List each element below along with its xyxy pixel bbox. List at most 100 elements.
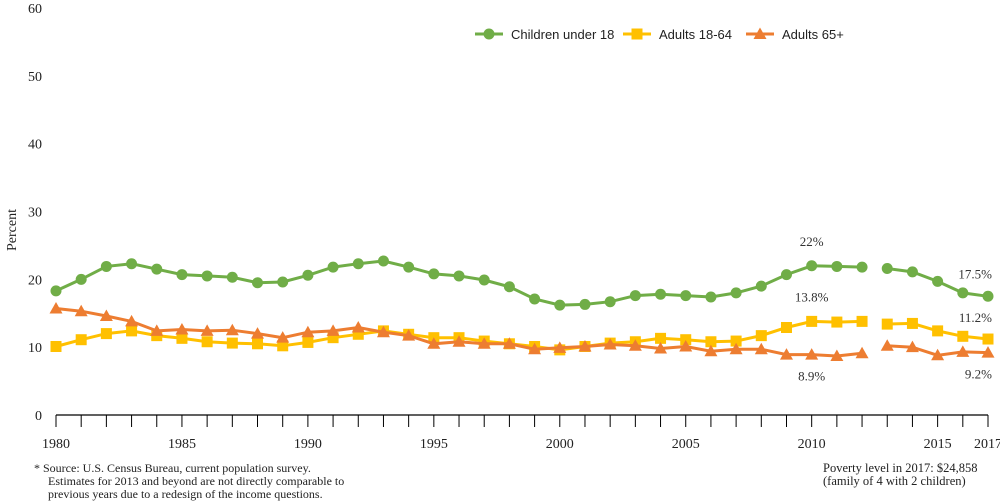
series-line	[55, 259, 863, 307]
data-point	[252, 277, 264, 289]
y-tick-label: 30	[28, 206, 42, 221]
data-point	[806, 315, 818, 327]
data-point	[201, 270, 213, 282]
data-point	[351, 320, 365, 333]
y-tick-label: 10	[28, 341, 42, 356]
data-point	[225, 323, 239, 336]
y-axis-title: Percent	[5, 209, 20, 251]
data-point	[125, 314, 139, 327]
x-tick-label: 2000	[546, 437, 574, 452]
data-point	[352, 328, 364, 340]
data-point	[277, 340, 289, 352]
poverty-level-note: Poverty level in 2017: $24,858 (family o…	[823, 462, 998, 488]
data-label: 13.8%	[795, 289, 829, 304]
data-point	[705, 291, 717, 303]
data-point	[855, 346, 869, 359]
data-point	[483, 28, 495, 40]
x-tick-label: 1980	[42, 437, 70, 452]
poverty-line: (family of 4 with 2 children)	[823, 474, 966, 488]
data-point	[932, 275, 944, 287]
data-point	[753, 27, 767, 39]
data-point	[856, 261, 868, 273]
data-point	[806, 260, 818, 272]
data-point	[301, 325, 315, 338]
x-tick-label: 1995	[420, 437, 448, 452]
legend-label: Children under 18	[511, 27, 614, 42]
data-point	[75, 273, 87, 285]
data-point	[754, 342, 768, 355]
source-line: Estimates for 2013 and beyond are not di…	[48, 474, 345, 488]
data-point	[654, 342, 668, 354]
data-point	[276, 331, 290, 343]
data-point	[680, 290, 692, 302]
data-point	[906, 266, 918, 278]
data-point	[201, 336, 213, 348]
data-point	[779, 348, 793, 360]
data-point	[629, 290, 641, 302]
data-point	[982, 290, 994, 302]
source-footnote: * Source: U.S. Census Bureau, current po…	[34, 462, 434, 501]
data-point	[554, 299, 566, 311]
series-adults-65-	[49, 302, 995, 361]
legend-item: Children under 18	[475, 27, 614, 42]
data-point	[679, 339, 693, 352]
data-point	[705, 336, 717, 348]
data-point	[881, 318, 893, 330]
data-point	[628, 339, 642, 351]
data-point	[631, 28, 643, 40]
y-tick-label: 40	[28, 138, 42, 153]
data-point	[831, 316, 843, 328]
poverty-line: Poverty level in 2017: $24,858	[823, 461, 978, 475]
legend-label: Adults 18-64	[659, 27, 732, 42]
data-point	[856, 315, 868, 327]
data-point	[377, 255, 389, 267]
legend-label: Adults 65+	[782, 27, 844, 42]
data-point	[100, 260, 112, 272]
x-axis: 1980 1985 1990 1995 2000 2005 2010 2015 2017	[42, 414, 1000, 452]
source-line: previous years due to a redesign of the …	[48, 487, 323, 501]
data-point	[655, 332, 667, 344]
data-point	[327, 332, 339, 344]
data-point	[403, 261, 415, 273]
legend-item: Adults 18-64	[623, 27, 732, 42]
data-point	[730, 335, 742, 347]
data-label: 17.5%	[958, 266, 992, 281]
data-point	[755, 280, 767, 292]
data-point	[957, 287, 969, 299]
data-point	[957, 330, 969, 342]
data-point	[302, 336, 314, 348]
data-point	[932, 325, 944, 337]
data-point	[805, 348, 819, 360]
y-tick-label: 20	[28, 273, 42, 288]
data-point	[452, 335, 466, 347]
data-point	[730, 287, 742, 299]
data-point	[226, 337, 238, 349]
data-point	[428, 268, 440, 280]
data-point	[176, 332, 188, 344]
data-label: 22%	[800, 234, 824, 249]
data-point	[75, 334, 87, 346]
data-point	[175, 323, 189, 335]
data-point	[50, 285, 62, 297]
data-point	[302, 269, 314, 281]
data-point	[931, 348, 945, 361]
data-point	[252, 338, 264, 350]
series-adults-18-64	[50, 315, 994, 356]
data-point	[553, 341, 567, 353]
data-point	[906, 317, 918, 329]
data-point	[680, 334, 692, 346]
data-point	[251, 327, 265, 339]
x-tick-label: 1990	[294, 437, 322, 452]
data-point	[176, 269, 188, 281]
data-point	[477, 337, 491, 349]
data-point	[830, 349, 844, 361]
data-point	[402, 329, 416, 341]
data-point	[327, 261, 339, 273]
data-point	[150, 324, 164, 336]
data-point	[277, 276, 289, 288]
data-point	[352, 258, 364, 270]
data-point	[729, 342, 743, 355]
x-tick-label: 2017	[974, 437, 1000, 452]
data-label: 8.9%	[798, 369, 825, 384]
